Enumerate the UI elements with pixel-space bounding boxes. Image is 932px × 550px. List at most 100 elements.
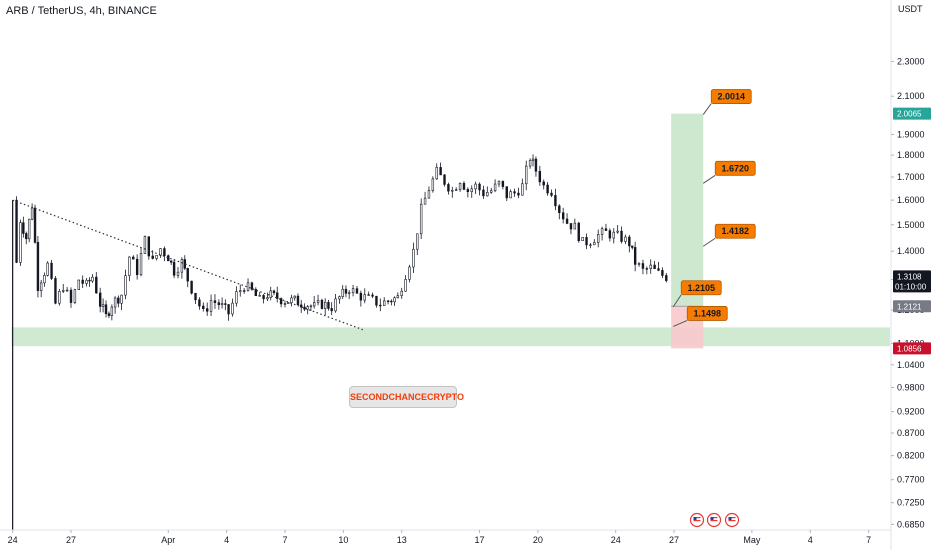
candle-body: [665, 275, 668, 281]
price-tick-label: 0.8700: [897, 428, 925, 438]
candle-body: [227, 304, 230, 315]
candle-body: [416, 233, 419, 250]
time-axis[interactable]: 24 27 Apr 4 7 10 13 17 20 24 27 May 4 7: [0, 529, 891, 545]
event-icon-canton: [728, 517, 732, 520]
candle-body: [628, 236, 631, 247]
price-tick-label: 0.8200: [897, 451, 925, 461]
event-icon-canton: [710, 517, 714, 520]
candle-body: [43, 275, 46, 284]
callout-box: [714, 223, 756, 239]
candle-body: [657, 268, 660, 271]
event-icon-stripe: [710, 517, 718, 519]
candle-body: [320, 299, 324, 309]
callout-label: 1.4182: [721, 226, 749, 236]
candle-body: [645, 268, 649, 270]
candle-body: [454, 189, 458, 191]
candle-body: [91, 276, 94, 282]
price-tick-label: 1.8000: [897, 150, 925, 160]
candle-body: [443, 174, 446, 185]
time-tick-label: Apr: [161, 535, 175, 545]
time-tick-label: 20: [533, 535, 543, 545]
candle-body: [107, 313, 111, 316]
candle-body: [600, 228, 604, 235]
candle-body: [419, 203, 423, 235]
candle-body: [213, 300, 217, 303]
candle-body: [46, 262, 49, 276]
candle-body: [65, 289, 69, 292]
candle-body: [513, 191, 516, 194]
candle-body: [589, 244, 592, 246]
candle-body: [254, 289, 258, 297]
price-tick-label: 1.9000: [897, 129, 925, 139]
event-icon-stripe: [693, 517, 701, 519]
candle-body: [151, 255, 154, 259]
us-flag-event-icon: [724, 512, 740, 528]
candle-body: [561, 212, 565, 220]
candle-body: [525, 165, 528, 185]
callout-box: [710, 89, 752, 104]
candle-body: [528, 160, 532, 167]
candle-body: [180, 259, 184, 273]
candle-body: [546, 184, 549, 194]
event-icon-stripe: [710, 520, 718, 522]
candle-body: [393, 297, 396, 303]
price-tick-label: 0.6850: [897, 519, 925, 529]
candle-body: [517, 192, 520, 196]
candle-body: [69, 289, 73, 303]
candle-body: [120, 294, 123, 304]
watermark-badge: SECONDCHANCECRYPTO: [349, 386, 464, 408]
price-tick-label: 0.9800: [897, 382, 925, 392]
price-callout: 1.2105: [672, 280, 722, 308]
price-tag: 1.0856: [893, 342, 931, 355]
candle-body: [359, 292, 363, 301]
candle-body: [408, 266, 411, 280]
candle-body: [287, 302, 290, 304]
candle-body: [50, 262, 53, 279]
candle-body: [220, 303, 224, 306]
callout-pointer: [702, 103, 712, 115]
candle-body: [341, 288, 344, 297]
candle-body: [550, 192, 553, 196]
candle-body: [272, 290, 276, 294]
candle-body: [330, 308, 333, 312]
candle-body: [73, 289, 77, 303]
candle-body: [641, 263, 645, 269]
candle-body: [163, 248, 166, 256]
price-tag-label: 1.0856: [897, 344, 922, 353]
time-tick-label: 7: [866, 535, 871, 545]
candle-body: [355, 288, 359, 294]
time-tick-label: 7: [282, 535, 287, 545]
time-tick-label: 17: [475, 535, 485, 545]
event-icon-stripe: [728, 517, 736, 519]
candle-body: [101, 304, 105, 307]
price-tick-label: 2.1000: [897, 91, 925, 101]
candle-body: [347, 292, 351, 294]
candle-body: [159, 248, 162, 256]
candle-body: [400, 290, 403, 297]
event-icon-canton: [693, 517, 697, 520]
candle-body: [155, 255, 158, 259]
descending-trendline: [12, 199, 364, 331]
candle-body: [139, 253, 143, 276]
candle-body: [439, 167, 442, 176]
callout-pointer: [702, 237, 716, 247]
candle-body: [624, 236, 627, 242]
candle-body: [447, 184, 450, 192]
candle-body: [95, 276, 98, 294]
candle-body: [653, 264, 656, 269]
candle-body: [462, 183, 466, 190]
candle-body: [458, 183, 462, 190]
price-callout: 1.4182: [702, 223, 756, 247]
price-tag-bg: [893, 270, 931, 293]
time-tick-label: 24: [8, 535, 18, 545]
candle-body: [573, 222, 577, 230]
time-tick-label: 24: [611, 535, 621, 545]
candle-body: [293, 295, 296, 299]
candle-body: [104, 304, 108, 314]
candle-body: [77, 279, 80, 290]
candle-body: [423, 197, 427, 205]
price-tag-label: 1.3108: [897, 272, 922, 281]
